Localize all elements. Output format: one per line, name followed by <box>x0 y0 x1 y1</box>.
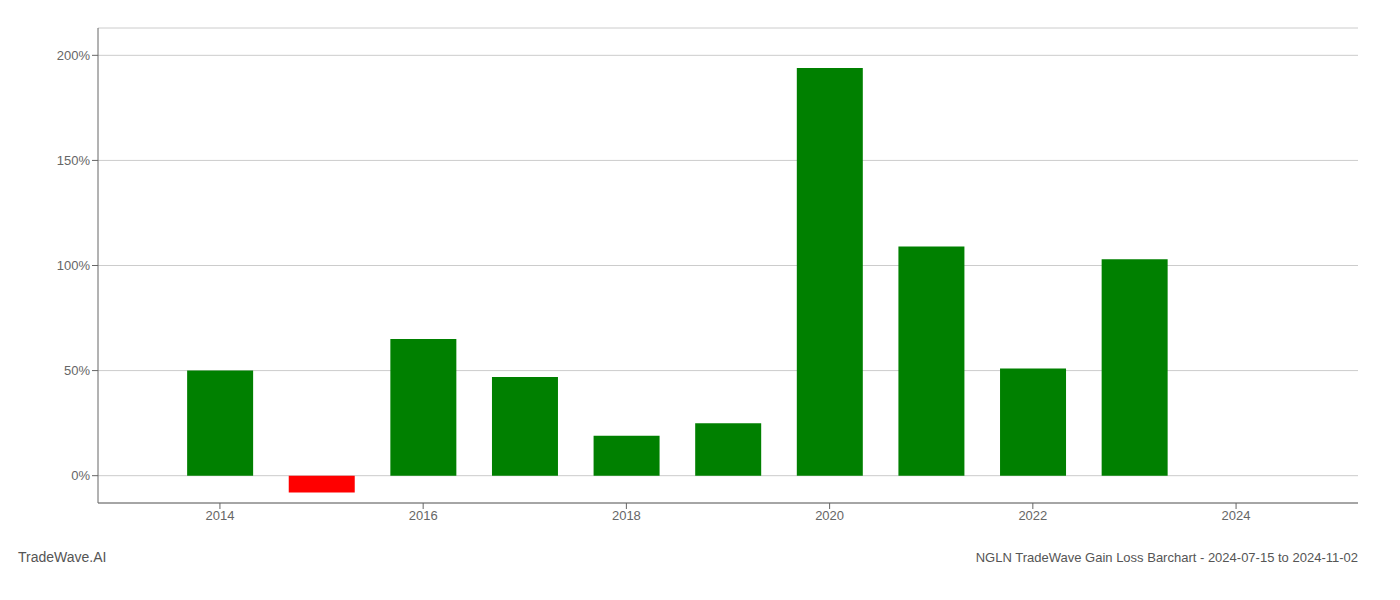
svg-text:200%: 200% <box>57 48 91 63</box>
svg-text:150%: 150% <box>57 153 91 168</box>
svg-text:2020: 2020 <box>815 508 844 523</box>
svg-text:0%: 0% <box>71 468 90 483</box>
svg-text:2022: 2022 <box>1018 508 1047 523</box>
html-text:NGLN TradeWave Gain Loss Barch: NGLN TradeWave Gain Loss Barchart - 2024… <box>975 550 1358 565</box>
svg-text:2014: 2014 <box>205 508 234 523</box>
svg-text:2016: 2016 <box>409 508 438 523</box>
svg-text:2018: 2018 <box>612 508 641 523</box>
svg-text:50%: 50% <box>64 363 90 378</box>
svg-text:100%: 100% <box>57 258 91 273</box>
svg-text:2024: 2024 <box>1222 508 1251 523</box>
html-text:TradeWave.AI: TradeWave.AI <box>18 549 107 565</box>
